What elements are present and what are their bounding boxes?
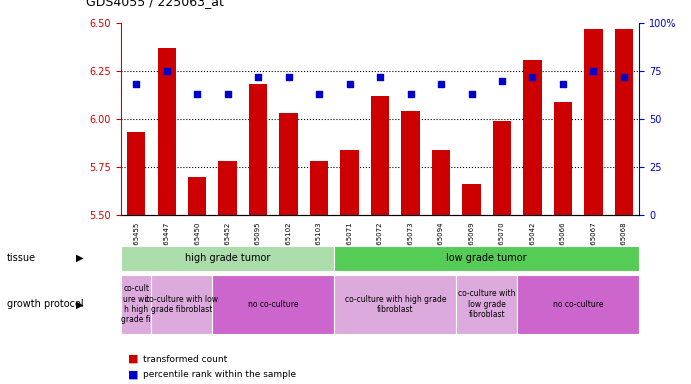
Bar [432, 150, 450, 215]
Bar [523, 60, 542, 215]
Bar [462, 184, 481, 215]
Text: transformed count: transformed count [143, 354, 227, 364]
Text: ▶: ▶ [76, 253, 83, 263]
Bar [249, 84, 267, 215]
Bar [279, 113, 298, 215]
Text: growth protocol: growth protocol [7, 299, 84, 310]
Bar [371, 96, 389, 215]
Text: ■: ■ [128, 354, 138, 364]
Text: percentile rank within the sample: percentile rank within the sample [143, 370, 296, 379]
Bar [401, 111, 419, 215]
Point [131, 81, 142, 88]
Point [344, 81, 355, 88]
Bar [310, 161, 328, 215]
Text: co-cult
ure wit
h high
grade fi: co-cult ure wit h high grade fi [122, 284, 151, 324]
Point [191, 91, 202, 97]
Point [161, 68, 172, 74]
Bar [493, 121, 511, 215]
Bar [127, 132, 145, 215]
Text: ▶: ▶ [76, 299, 83, 310]
Text: no co-culture: no co-culture [248, 300, 299, 309]
Point [435, 81, 446, 88]
Point [222, 91, 233, 97]
Text: co-culture with high grade
fibroblast: co-culture with high grade fibroblast [345, 295, 446, 314]
Bar [585, 29, 603, 215]
Point [527, 74, 538, 80]
Point [283, 74, 294, 80]
Point [405, 91, 416, 97]
Point [588, 68, 599, 74]
Point [618, 74, 630, 80]
Text: co-culture with
low grade
fibroblast: co-culture with low grade fibroblast [458, 290, 515, 319]
Point [558, 81, 569, 88]
Point [375, 74, 386, 80]
Point [314, 91, 325, 97]
Text: co-culture with low
grade fibroblast: co-culture with low grade fibroblast [145, 295, 218, 314]
Bar [615, 29, 633, 215]
Bar [553, 102, 572, 215]
Text: ■: ■ [128, 369, 138, 379]
Text: low grade tumor: low grade tumor [446, 253, 527, 263]
Text: GDS4055 / 225063_at: GDS4055 / 225063_at [86, 0, 225, 8]
Text: tissue: tissue [7, 253, 36, 263]
Bar [188, 177, 207, 215]
Point [466, 91, 477, 97]
Bar [158, 48, 176, 215]
Text: no co-culture: no co-culture [553, 300, 603, 309]
Bar [218, 161, 237, 215]
Bar [341, 150, 359, 215]
Point [253, 74, 264, 80]
Point [496, 78, 507, 84]
Text: high grade tumor: high grade tumor [185, 253, 270, 263]
